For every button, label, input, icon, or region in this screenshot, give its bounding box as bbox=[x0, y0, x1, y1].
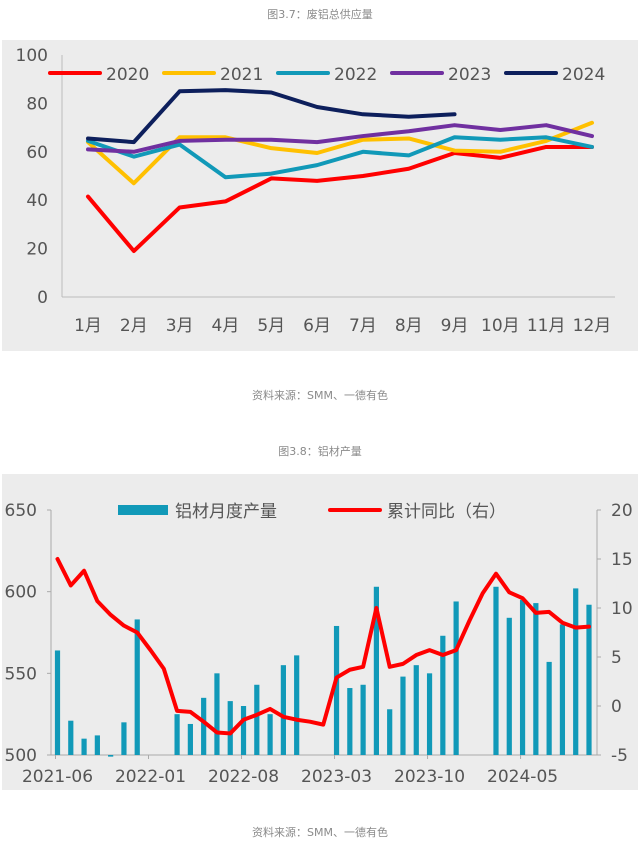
x-tick-label: 8月 bbox=[395, 316, 423, 336]
plot-background bbox=[2, 474, 638, 790]
bar bbox=[81, 738, 87, 755]
x-tick-label: 6月 bbox=[303, 316, 331, 336]
y-tick-label: 80 bbox=[26, 94, 48, 114]
bar bbox=[453, 601, 459, 755]
legend-label-bar: 铝材月度产量 bbox=[175, 502, 277, 522]
bar bbox=[373, 586, 379, 755]
source-caption-1: 资料来源：SMM、一德有色 bbox=[252, 389, 388, 402]
x-tick-label: 2022-08 bbox=[208, 767, 279, 787]
bar bbox=[201, 697, 207, 755]
bar bbox=[214, 673, 220, 755]
bar bbox=[187, 723, 193, 755]
legend-label-2021: 2021 bbox=[220, 65, 263, 85]
x-tick-label: 2023-10 bbox=[394, 767, 465, 787]
x-tick-label: 2月 bbox=[120, 316, 148, 336]
x-tick-label: 2023-03 bbox=[301, 767, 372, 787]
x-tick-label: 2022-01 bbox=[115, 767, 186, 787]
bar bbox=[227, 701, 233, 755]
right-tick-label: -5 bbox=[611, 746, 628, 766]
x-tick-label: 11月 bbox=[527, 316, 566, 336]
bar bbox=[267, 714, 273, 755]
legend-label-2022: 2022 bbox=[334, 65, 377, 85]
x-tick-label: 2024-05 bbox=[487, 767, 558, 787]
y-tick-label: 100 bbox=[16, 46, 48, 66]
bar bbox=[121, 722, 127, 755]
bar bbox=[586, 604, 592, 755]
left-tick-label: 600 bbox=[5, 583, 37, 603]
aluminum-product-output-chart: 500 550 600 650 -5 0 5 10 15 20 2021-06 2022-01 2022… bbox=[2, 474, 638, 790]
x-tick-label: 12月 bbox=[573, 316, 612, 336]
y-tick-label: 0 bbox=[37, 288, 48, 308]
x-tick-label: 2021-06 bbox=[22, 767, 93, 787]
plot-background bbox=[2, 40, 638, 351]
legend-label-line: 累计同比（右） bbox=[387, 502, 506, 522]
bar bbox=[387, 709, 393, 755]
bar bbox=[254, 684, 260, 755]
bar bbox=[68, 720, 74, 755]
legend-label-2023: 2023 bbox=[448, 65, 491, 85]
bar bbox=[294, 655, 300, 755]
bar bbox=[440, 635, 446, 755]
x-tick-label: 1月 bbox=[74, 316, 102, 336]
legend-label-2020: 2020 bbox=[106, 65, 149, 85]
bar bbox=[493, 586, 499, 755]
bar bbox=[400, 676, 406, 755]
right-tick-label: 0 bbox=[611, 697, 622, 717]
x-tick-label: 9月 bbox=[441, 316, 469, 336]
y-tick-label: 60 bbox=[26, 143, 48, 163]
x-tick-label: 7月 bbox=[349, 316, 377, 336]
figure-3-7-caption: 图3.7：废铝总供应量 bbox=[267, 8, 373, 21]
bar bbox=[413, 665, 419, 755]
legend-swatch-bar bbox=[118, 505, 168, 515]
bar bbox=[240, 706, 247, 755]
right-tick-label: 15 bbox=[611, 550, 633, 570]
bar bbox=[94, 735, 100, 755]
series-line-2020 bbox=[86, 144, 594, 254]
bar bbox=[108, 755, 114, 757]
left-tick-label: 550 bbox=[5, 664, 37, 684]
y-tick-label: 40 bbox=[26, 191, 48, 211]
bar bbox=[426, 673, 433, 755]
x-tick-label: 3月 bbox=[166, 316, 194, 336]
left-tick-label: 500 bbox=[5, 746, 37, 766]
bar bbox=[174, 714, 180, 755]
x-tick-label: 4月 bbox=[212, 316, 240, 336]
bar bbox=[506, 617, 512, 755]
source-caption-2: 资料来源：SMM、一德有色 bbox=[252, 826, 388, 839]
right-tick-label: 5 bbox=[611, 648, 622, 668]
x-tick-label: 10月 bbox=[481, 316, 520, 336]
right-tick-label: 20 bbox=[611, 501, 633, 521]
bar bbox=[333, 625, 340, 755]
bar bbox=[360, 684, 366, 755]
figure-3-8-caption: 图3.8：铝材产量 bbox=[278, 445, 362, 458]
legend-label-2024: 2024 bbox=[562, 65, 605, 85]
left-tick-label: 650 bbox=[5, 501, 37, 521]
series-line-2022 bbox=[86, 135, 594, 180]
series-line-2023 bbox=[86, 123, 594, 154]
bar bbox=[559, 624, 566, 755]
x-tick-label: 5月 bbox=[257, 316, 285, 336]
y-tick-label: 20 bbox=[26, 240, 48, 260]
bar bbox=[533, 603, 539, 755]
bar bbox=[54, 650, 61, 755]
bar bbox=[280, 665, 286, 755]
bar bbox=[347, 688, 353, 755]
bar bbox=[134, 619, 140, 755]
scrap-aluminum-supply-chart: 0 20 40 60 80 100 1月 2月 3月 4月 5月 6月 7月 8月 9月 10月 11月 12月 2… bbox=[2, 40, 638, 351]
bar bbox=[573, 588, 579, 755]
bar bbox=[519, 599, 526, 755]
right-tick-label: 10 bbox=[611, 599, 633, 619]
bar bbox=[546, 661, 552, 755]
